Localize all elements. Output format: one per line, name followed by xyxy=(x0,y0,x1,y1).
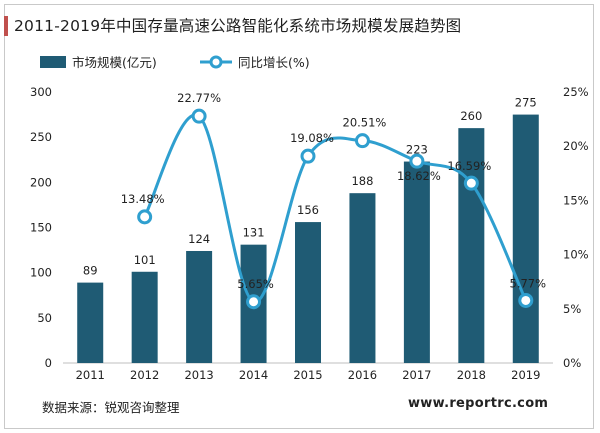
y-right-tick-label: 0% xyxy=(563,356,581,370)
bar-2019 xyxy=(512,114,539,363)
y-right-tick-label: 20% xyxy=(563,139,589,153)
legend-label-line: 同比增长(%) xyxy=(238,55,310,70)
x-tick-label: 2017 xyxy=(402,368,431,382)
growth-value-label: 20.51% xyxy=(343,116,387,130)
bar-2013 xyxy=(186,250,213,363)
legend-label-bar: 市场规模(亿元) xyxy=(72,55,157,70)
growth-value-label: 16.59% xyxy=(447,159,491,173)
bar-value-label: 223 xyxy=(406,143,428,157)
x-tick-label: 2014 xyxy=(239,368,268,382)
y-right-tick-label: 25% xyxy=(563,85,589,99)
growth-value-label: 22.77% xyxy=(177,91,221,105)
y-left-tick-label: 250 xyxy=(30,130,52,144)
growth-point-2017 xyxy=(409,153,425,169)
growth-value-label: 13.48% xyxy=(121,192,165,206)
y-left-tick-label: 300 xyxy=(30,85,52,99)
growth-point-2019 xyxy=(518,292,534,308)
bar-value-label: 260 xyxy=(460,109,482,123)
legend-swatch-bar xyxy=(40,56,66,68)
bar-value-label: 188 xyxy=(351,174,373,188)
bar-value-label: 124 xyxy=(188,232,210,246)
title-accent-bar xyxy=(4,16,8,36)
website-url: www.reportrc.com xyxy=(408,396,549,411)
x-tick-label: 2011 xyxy=(76,368,105,382)
y-right-tick-label: 5% xyxy=(563,302,581,316)
bar-2012 xyxy=(131,271,158,363)
bar-2018 xyxy=(458,128,485,363)
x-tick-label: 2018 xyxy=(457,368,486,382)
x-tick-label: 2013 xyxy=(184,368,213,382)
x-tick-label: 2015 xyxy=(293,368,322,382)
growth-value-label: 5.77% xyxy=(510,276,547,290)
growth-point-2016 xyxy=(354,133,370,149)
y-left-tick-label: 0 xyxy=(45,356,52,370)
chart-title: 2011-2019年中国存量高速公路智能化系统市场规模发展趋势图 xyxy=(14,17,462,35)
bar-2011 xyxy=(77,282,104,363)
bar-2016 xyxy=(349,193,376,363)
data-source: 数据来源：锐观咨询整理 xyxy=(42,400,180,415)
bar-value-label: 131 xyxy=(243,226,265,240)
bar-2015 xyxy=(295,222,321,363)
growth-value-label: 5.65% xyxy=(237,277,274,291)
y-left-tick-label: 100 xyxy=(30,266,52,280)
y-right-tick-label: 15% xyxy=(563,193,589,207)
bar-value-label: 89 xyxy=(83,264,98,278)
bar-2017 xyxy=(403,161,430,363)
x-tick-label: 2012 xyxy=(130,368,159,382)
bar-value-label: 275 xyxy=(515,96,537,110)
y-right-tick-label: 10% xyxy=(563,248,589,262)
x-tick-label: 2019 xyxy=(511,368,540,382)
growth-point-2014 xyxy=(246,294,262,310)
legend-swatch-marker xyxy=(209,55,223,69)
growth-point-2015 xyxy=(300,148,316,164)
growth-point-2013 xyxy=(191,108,207,124)
bar-value-label: 101 xyxy=(134,253,156,267)
growth-point-2018 xyxy=(463,175,479,191)
growth-point-2012 xyxy=(137,209,153,225)
growth-value-label: 18.62% xyxy=(397,169,441,183)
x-tick-label: 2016 xyxy=(348,368,377,382)
bar-value-label: 156 xyxy=(297,203,319,217)
y-left-tick-label: 150 xyxy=(30,221,52,235)
growth-value-label: 19.08% xyxy=(290,131,334,145)
y-left-tick-label: 200 xyxy=(30,175,52,189)
y-left-tick-label: 50 xyxy=(37,311,52,325)
